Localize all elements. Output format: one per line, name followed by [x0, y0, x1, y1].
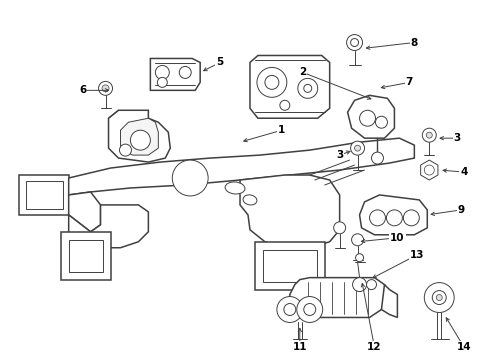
- Polygon shape: [420, 160, 437, 180]
- Circle shape: [264, 75, 278, 89]
- Text: 3: 3: [335, 150, 343, 160]
- Text: 5: 5: [216, 58, 224, 67]
- Circle shape: [435, 294, 441, 301]
- Text: 13: 13: [409, 250, 424, 260]
- Circle shape: [424, 165, 433, 175]
- Circle shape: [155, 66, 169, 80]
- Circle shape: [256, 67, 286, 97]
- Circle shape: [157, 77, 167, 87]
- Ellipse shape: [243, 195, 256, 205]
- Circle shape: [369, 210, 385, 226]
- Circle shape: [359, 110, 375, 126]
- Text: 1: 1: [278, 125, 285, 135]
- Polygon shape: [240, 175, 339, 248]
- Text: 6: 6: [79, 85, 86, 95]
- Circle shape: [422, 128, 435, 142]
- Circle shape: [350, 141, 364, 155]
- Circle shape: [424, 283, 453, 312]
- Circle shape: [355, 254, 363, 262]
- Text: 10: 10: [389, 233, 404, 243]
- Circle shape: [303, 303, 315, 315]
- Text: 2: 2: [299, 67, 306, 77]
- Circle shape: [303, 84, 311, 92]
- Circle shape: [119, 144, 131, 156]
- Circle shape: [371, 152, 383, 164]
- Circle shape: [366, 280, 376, 289]
- Circle shape: [350, 39, 358, 46]
- Circle shape: [279, 100, 289, 110]
- Polygon shape: [68, 205, 148, 248]
- Circle shape: [403, 210, 419, 226]
- Circle shape: [283, 303, 295, 315]
- Polygon shape: [254, 242, 324, 289]
- Polygon shape: [263, 250, 316, 282]
- Polygon shape: [68, 192, 101, 232]
- Text: 8: 8: [410, 37, 417, 48]
- Text: 4: 4: [460, 167, 467, 177]
- Circle shape: [346, 35, 362, 50]
- Text: 3: 3: [453, 133, 460, 143]
- Text: 11: 11: [292, 342, 306, 352]
- Circle shape: [431, 291, 446, 305]
- Polygon shape: [26, 181, 62, 209]
- Circle shape: [296, 297, 322, 323]
- Text: 9: 9: [457, 205, 464, 215]
- Polygon shape: [289, 278, 386, 318]
- Polygon shape: [150, 58, 200, 90]
- Circle shape: [375, 116, 386, 128]
- Polygon shape: [249, 55, 329, 118]
- Polygon shape: [381, 285, 397, 318]
- Text: 14: 14: [456, 342, 470, 352]
- Circle shape: [179, 67, 191, 78]
- Circle shape: [276, 297, 302, 323]
- Text: 7: 7: [405, 77, 412, 87]
- Circle shape: [351, 234, 363, 246]
- Polygon shape: [120, 118, 158, 155]
- Circle shape: [172, 160, 208, 196]
- Circle shape: [426, 132, 431, 138]
- Polygon shape: [19, 175, 68, 215]
- Polygon shape: [359, 195, 427, 235]
- Circle shape: [99, 81, 112, 95]
- Polygon shape: [347, 95, 394, 138]
- Circle shape: [354, 145, 360, 151]
- Ellipse shape: [224, 182, 244, 194]
- Polygon shape: [68, 138, 413, 195]
- Circle shape: [102, 85, 109, 92]
- Circle shape: [333, 222, 345, 234]
- Polygon shape: [108, 110, 170, 162]
- Text: 12: 12: [366, 342, 381, 352]
- Circle shape: [352, 278, 366, 292]
- Circle shape: [130, 130, 150, 150]
- Polygon shape: [68, 240, 102, 272]
- Polygon shape: [61, 232, 110, 280]
- Circle shape: [297, 78, 317, 98]
- Circle shape: [386, 210, 402, 226]
